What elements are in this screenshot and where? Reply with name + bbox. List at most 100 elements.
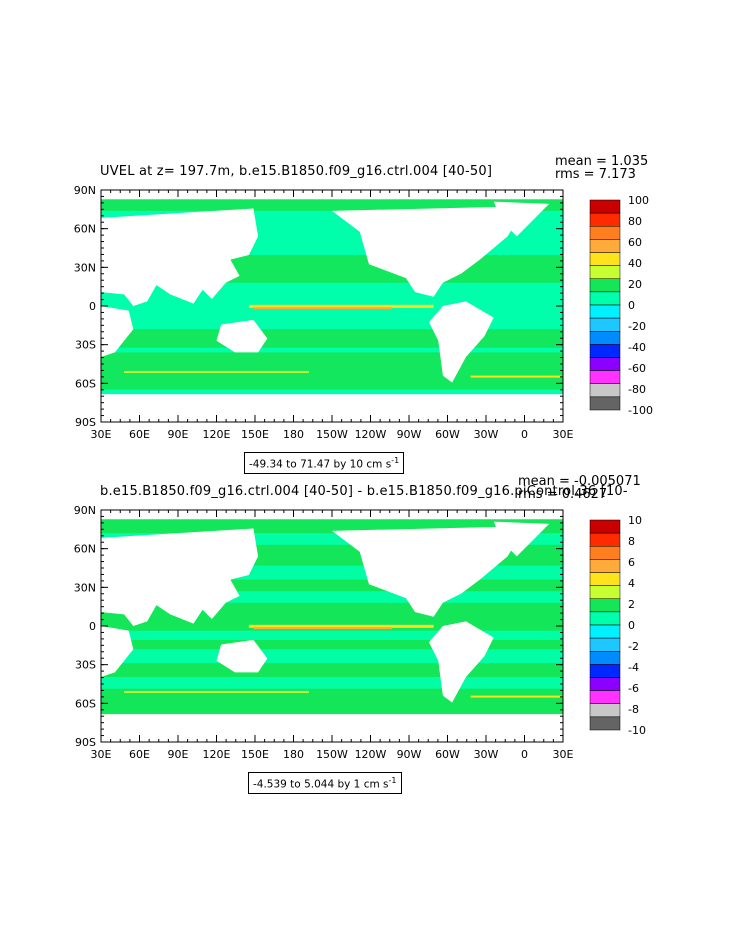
land-australia <box>216 319 268 353</box>
ocean-band <box>101 677 563 689</box>
colorbar-swatch <box>589 690 621 704</box>
colorbar-swatch <box>589 716 621 731</box>
southern-jet <box>124 370 309 373</box>
lat-tick-label: 0 <box>89 300 96 313</box>
land-australia <box>216 639 268 673</box>
lon-tick-label: 150E <box>241 428 269 441</box>
colorbar-label: -40 <box>628 341 646 354</box>
colorbar-label: -6 <box>628 682 639 695</box>
land-asia-europe <box>101 208 259 306</box>
colorbar-swatch <box>589 598 621 613</box>
lat-tick-label: 0 <box>89 620 96 633</box>
colorbar-swatch <box>589 331 621 345</box>
unit-exponent: -1 <box>388 776 397 785</box>
mean-stat: mean = 1.035 <box>555 154 649 169</box>
land-greenland <box>493 201 550 237</box>
colorbar-swatch <box>589 252 621 266</box>
rms-stat: rms = 0.4627 <box>518 487 608 502</box>
colorbar-swatch <box>589 357 621 371</box>
colorbar-swatch <box>589 304 621 319</box>
land-africa <box>101 626 134 678</box>
lon-tick-label: 30E <box>553 748 574 761</box>
lon-tick-label: 90W <box>397 748 422 761</box>
ocean-band <box>101 591 563 603</box>
colorbar-label: 4 <box>628 577 635 590</box>
equatorial-jet <box>248 304 434 308</box>
colorbar-label: 100 <box>628 194 649 207</box>
lat-tick-label: 90S <box>75 736 96 749</box>
colorbar-swatch <box>589 278 621 293</box>
colorbar-swatch <box>589 291 621 306</box>
lon-tick-label: 150W <box>316 428 348 441</box>
contour-range-text: -4.539 to 5.044 by 1 cm s <box>253 778 389 791</box>
colorbar-label: 40 <box>628 257 642 270</box>
lon-tick-label: 120E <box>203 428 231 441</box>
colorbar-swatch <box>589 226 621 240</box>
colorbar-swatch <box>589 370 621 384</box>
map-title: b.e15.B1850.f09_g16.ctrl.004 [40-50] - b… <box>100 484 628 499</box>
lat-tick-label: 90N <box>74 504 96 517</box>
top-map-panel: UVEL at z= 197.7m, b.e15.B1850.f09_g16.c… <box>0 150 733 480</box>
lon-tick-label: 60W <box>435 428 460 441</box>
colorbar-swatch <box>589 396 621 411</box>
colorbar-label: -80 <box>628 383 646 396</box>
colorbar-swatch <box>589 611 621 626</box>
lon-tick-label: 150W <box>316 748 348 761</box>
colorbar-label: 6 <box>628 556 635 569</box>
lon-tick-label: 90E <box>168 428 189 441</box>
lon-tick-label: 60W <box>435 748 460 761</box>
lon-tick-label: 30W <box>474 428 499 441</box>
colorbar-label: -2 <box>628 640 639 653</box>
lon-tick-label: 30E <box>91 428 112 441</box>
colorbar-label: 10 <box>628 514 642 527</box>
colorbar-label: 60 <box>628 236 642 249</box>
lon-tick-label: 180 <box>283 748 304 761</box>
lon-tick-label: 0 <box>521 428 528 441</box>
lat-tick-label: 30S <box>75 339 96 352</box>
southern-jet <box>470 695 563 698</box>
ocean-band <box>101 199 563 211</box>
ocean-band <box>101 329 563 348</box>
lat-tick-label: 90N <box>74 184 96 197</box>
colorbar-label: 0 <box>628 619 635 632</box>
lat-tick-label: 60S <box>75 377 96 390</box>
lon-tick-label: 30W <box>474 748 499 761</box>
lon-tick-label: 90W <box>397 428 422 441</box>
colorbar-swatch <box>589 532 621 547</box>
colorbar-swatch <box>589 572 621 586</box>
map-title: UVEL at z= 197.7m, b.e15.B1850.f09_g16.c… <box>100 164 493 179</box>
land-greenland <box>493 521 550 557</box>
rms-stat: rms = 7.173 <box>555 167 636 182</box>
unit-exponent: -1 <box>391 456 400 465</box>
ocean-band <box>101 630 563 640</box>
colorbar-label: -100 <box>628 404 653 417</box>
colorbar-label: 0 <box>628 299 635 312</box>
colorbar-swatch <box>589 677 621 691</box>
colorbar-label: 80 <box>628 215 642 228</box>
colorbar-swatch <box>589 637 621 652</box>
lon-tick-label: 150E <box>241 748 269 761</box>
bottom-map-panel: b.e15.B1850.f09_g16.ctrl.004 [40-50] - b… <box>0 470 733 800</box>
southern-jet <box>124 690 309 693</box>
ocean-band <box>101 533 563 545</box>
lon-tick-label: 120W <box>355 748 387 761</box>
lon-tick-label: 0 <box>521 748 528 761</box>
lon-tick-label: 60E <box>129 428 150 441</box>
southern-jet <box>470 375 563 378</box>
colorbar-label: -60 <box>628 362 646 375</box>
contour-range-box: -49.34 to 71.47 by 10 cm s-1 <box>244 452 405 474</box>
colorbar-swatch <box>589 519 621 534</box>
ocean-band <box>101 352 563 390</box>
lon-tick-label: 120W <box>355 428 387 441</box>
equatorial-jet-core <box>253 307 393 310</box>
land-north-america <box>332 526 527 617</box>
lat-tick-label: 30N <box>74 581 96 594</box>
colorbar-label: -8 <box>628 703 639 716</box>
lon-tick-label: 90E <box>168 748 189 761</box>
colorbar-swatch <box>589 317 621 332</box>
equatorial-jet <box>248 624 434 628</box>
land-africa <box>101 306 134 358</box>
contour-range-box: -4.539 to 5.044 by 1 cm s-1 <box>248 772 402 794</box>
land-north-america <box>332 206 527 297</box>
